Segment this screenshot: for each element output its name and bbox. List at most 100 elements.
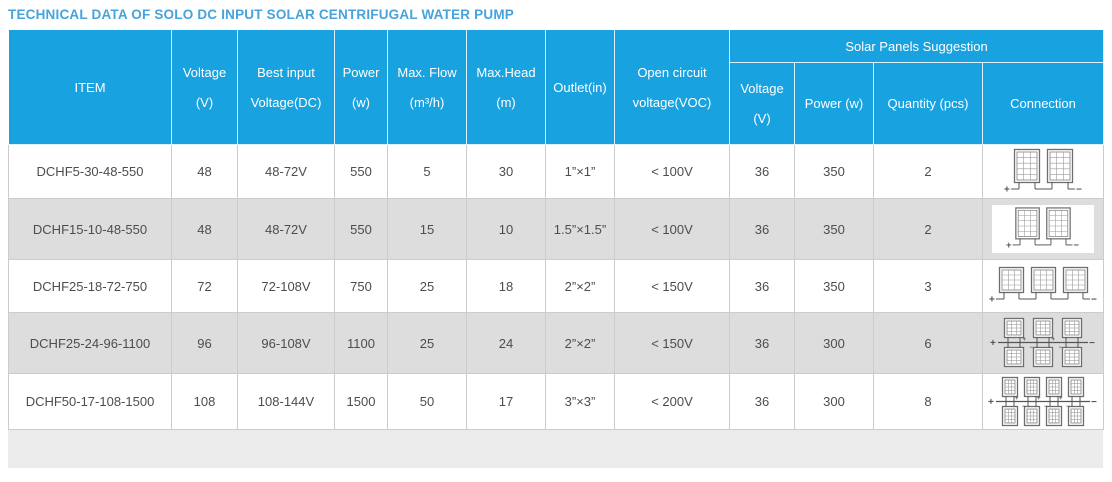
cell-max-flow: 25	[387, 259, 467, 313]
cell-best-input: 48-72V	[237, 198, 335, 260]
solar-connection-diagram: + −	[992, 205, 1094, 253]
col-header-sp-connection-label: Connection	[1010, 96, 1076, 111]
svg-text:−: −	[1066, 404, 1070, 410]
cell-max-head: 24	[466, 312, 546, 374]
cell-max-flow: 15	[387, 198, 467, 260]
solar-array-2-series-icon: + −	[1006, 207, 1079, 250]
col-header-sp-quantity-label: Quantity (pcs)	[887, 96, 969, 111]
col-header-voltage: Voltage (V)	[171, 29, 238, 145]
cell-sp-voltage: 36	[729, 373, 795, 430]
cell-open-circuit: < 150V	[614, 312, 730, 374]
cell-power: 550	[334, 198, 388, 260]
table-row: DCHF25-24-96-1100 96 96-108V 1100 25 24 …	[8, 312, 1104, 374]
cell-sp-power: 350	[794, 259, 874, 313]
cell-sp-quantity: 8	[873, 373, 983, 430]
solar-array-3-series-icon: + −	[989, 266, 1097, 306]
cell-power: 550	[334, 144, 388, 199]
cell-sp-quantity: 2	[873, 198, 983, 260]
solar-array-6-series-parallel-icon: +−+−+ −	[990, 317, 1095, 368]
solar-panels-group-label: Solar Panels Suggestion	[845, 38, 988, 54]
svg-text:−: −	[1091, 397, 1097, 408]
cell-outlet: 1”×1”	[545, 144, 615, 199]
cell-connection: + −	[982, 144, 1104, 199]
col-header-power-line2: (w)	[351, 94, 371, 110]
col-header-sp-voltage-line1: Voltage	[740, 81, 784, 96]
cell-connection: + − + − + −	[982, 312, 1104, 374]
svg-text:−: −	[1073, 240, 1079, 250]
table-row: DCHF25-18-72-750 72 72-108V 750 25 18 2”…	[8, 259, 1104, 313]
svg-text:+: +	[1004, 184, 1010, 195]
cell-voltage: 96	[171, 312, 238, 374]
cell-sp-power: 350	[794, 144, 874, 199]
svg-text:−: −	[1076, 184, 1082, 195]
col-header-power-line1: Power	[342, 64, 380, 80]
cell-item: DCHF25-24-96-1100	[8, 312, 172, 374]
solar-connection-diagram: + − + − + − + −	[983, 376, 1103, 428]
svg-text:+: +	[989, 295, 995, 306]
svg-text:+: +	[990, 338, 996, 349]
col-header-max-head: Max.Head (m)	[466, 29, 546, 145]
solar-connection-diagram: + − + − + −	[983, 317, 1103, 369]
cell-open-circuit: < 100V	[614, 144, 730, 199]
col-header-outlet-label: Outlet(in)	[553, 79, 607, 95]
table-body: DCHF5-30-48-550 48 48-72V 550 5 30 1”×1”…	[8, 144, 1104, 430]
svg-text:−: −	[1091, 295, 1097, 306]
cell-voltage: 48	[171, 198, 238, 260]
cell-sp-voltage: 36	[729, 198, 795, 260]
cell-voltage: 48	[171, 144, 238, 199]
table-row: DCHF50-17-108-1500 108 108-144V 1500 50 …	[8, 373, 1104, 430]
cell-sp-voltage: 36	[729, 144, 795, 199]
svg-text:−: −	[1044, 404, 1048, 410]
col-header-voltage-line2: (V)	[195, 94, 214, 110]
svg-text:+: +	[1052, 337, 1056, 343]
solar-connection-diagram: + −	[983, 148, 1103, 196]
col-header-sp-voltage-line2: (V)	[753, 111, 771, 126]
col-header-sp-power: Power (w)	[794, 62, 874, 145]
cell-max-head: 30	[466, 144, 546, 199]
cell-sp-quantity: 2	[873, 144, 983, 199]
col-header-best-input-line2: Voltage(DC)	[250, 94, 322, 110]
col-header-solar-panels-group: Solar Panels Suggestion	[729, 29, 1104, 63]
col-header-power: Power (w)	[334, 29, 388, 145]
svg-text:−: −	[1022, 404, 1026, 410]
svg-text:+: +	[1023, 337, 1027, 343]
cell-connection: + − + − + − + −	[982, 373, 1104, 430]
cell-outlet: 2”×2”	[545, 259, 615, 313]
cell-open-circuit: < 100V	[614, 198, 730, 260]
col-header-sp-quantity: Quantity (pcs)	[873, 62, 983, 145]
table-row: DCHF5-30-48-550 48 48-72V 550 5 30 1”×1”…	[8, 144, 1104, 199]
cell-best-input: 72-108V	[237, 259, 335, 313]
cell-best-input: 96-108V	[237, 312, 335, 374]
cell-item: DCHF50-17-108-1500	[8, 373, 172, 430]
cell-power: 750	[334, 259, 388, 313]
cell-sp-power: 350	[794, 198, 874, 260]
col-header-outlet: Outlet(in)	[545, 29, 615, 145]
col-header-voltage-line1: Voltage	[182, 64, 227, 80]
col-header-max-flow: Max. Flow (m³/h)	[387, 29, 467, 145]
cell-open-circuit: < 150V	[614, 259, 730, 313]
cell-max-head: 18	[466, 259, 546, 313]
col-header-max-flow-line2: (m³/h)	[409, 94, 445, 110]
header-row-group: ITEM Voltage (V) Best input Voltage(DC) …	[8, 29, 1104, 145]
col-header-sp-connection: Connection	[982, 62, 1104, 145]
cell-sp-power: 300	[794, 312, 874, 374]
cell-power: 1500	[334, 373, 388, 430]
svg-text:−: −	[1089, 338, 1095, 349]
cell-voltage: 72	[171, 259, 238, 313]
cell-max-flow: 25	[387, 312, 467, 374]
svg-text:+: +	[1059, 396, 1063, 402]
col-header-open-circuit-line2: voltage(VOC)	[632, 94, 712, 110]
col-header-max-head-line2: (m)	[496, 94, 516, 110]
col-header-best-input-line1: Best input	[257, 64, 315, 80]
col-header-open-circuit-line1: Open circuit	[637, 64, 707, 80]
cell-item: DCHF5-30-48-550	[8, 144, 172, 199]
svg-text:−: −	[1030, 345, 1034, 351]
col-header-item-label: ITEM	[74, 79, 106, 95]
cell-connection: + −	[982, 198, 1104, 260]
cell-sp-quantity: 3	[873, 259, 983, 313]
cell-sp-power: 300	[794, 373, 874, 430]
svg-text:+: +	[1037, 396, 1041, 402]
cell-item: DCHF15-10-48-550	[8, 198, 172, 260]
solar-array-8-series-parallel-icon: +−+−+−+ −	[988, 376, 1097, 426]
col-header-best-input: Best input Voltage(DC)	[237, 29, 335, 145]
